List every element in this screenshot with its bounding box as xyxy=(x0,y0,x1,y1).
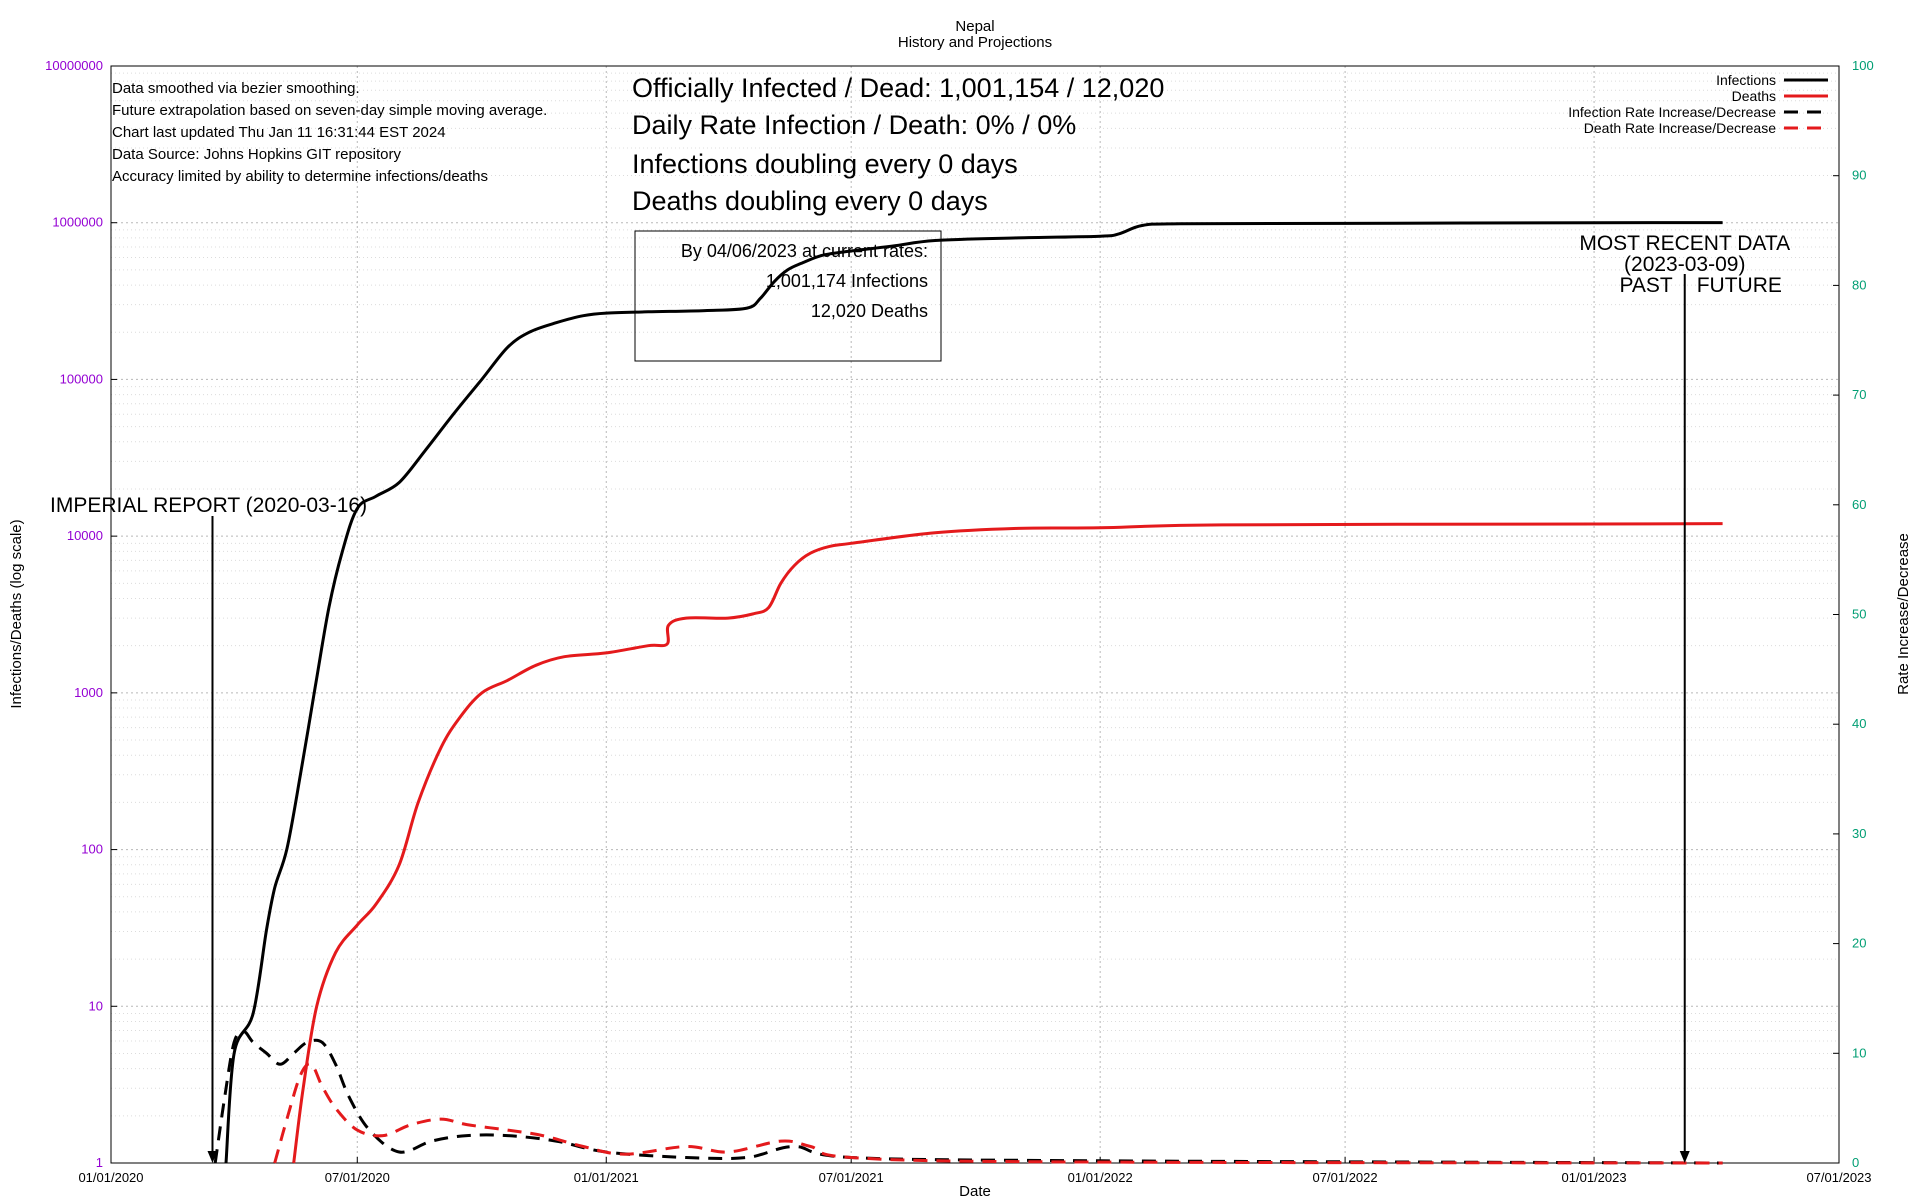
y-tick-label: 1000000 xyxy=(52,215,103,230)
y2-tick-label: 40 xyxy=(1852,716,1866,731)
x-tick-label: 07/01/2020 xyxy=(325,1170,390,1185)
imperial-report-arrowhead xyxy=(207,1151,218,1163)
legend-entry-label: Deaths xyxy=(1732,88,1776,104)
recent-data-date-label: (2023-03-09) xyxy=(1624,253,1745,276)
recent-data-arrowhead xyxy=(1679,1151,1690,1163)
y-tick-label: 10000000 xyxy=(45,58,103,73)
projection-line: 12,020 Deaths xyxy=(811,301,928,321)
y-tick-label: 10 xyxy=(89,998,103,1013)
y-tick-label: 10000 xyxy=(67,528,103,543)
x-tick-label: 07/01/2021 xyxy=(819,1170,884,1185)
projection-line: By 04/06/2023 at current rates: xyxy=(681,241,928,261)
y-axis-label: Infections/Deaths (log scale) xyxy=(8,519,25,708)
recent-data-label: MOST RECENT DATA xyxy=(1579,232,1790,255)
series-layer xyxy=(213,221,1723,1165)
chart-title: Nepal xyxy=(955,18,994,35)
y2-axis-label: Rate Increase/Decrease xyxy=(1895,533,1912,695)
y-tick-label: 100 xyxy=(81,842,103,857)
projection-box: By 04/06/2023 at current rates: 1,001,17… xyxy=(634,230,942,362)
x-tick-label: 07/01/2023 xyxy=(1806,1170,1871,1185)
y-tick-label: 1 xyxy=(96,1155,103,1170)
y-tick-labels: 1 10 100 1000 10000 100000 1000000 10000000 xyxy=(45,58,117,1170)
y2-tick-label: 0 xyxy=(1852,1155,1859,1170)
y2-tick-label: 10 xyxy=(1852,1045,1866,1060)
legend-entry-label: Infection Rate Increase/Decrease xyxy=(1568,104,1776,120)
projection-box-frame xyxy=(634,230,942,362)
y2-tick-label: 80 xyxy=(1852,277,1866,292)
y2-tick-label: 20 xyxy=(1852,936,1866,951)
past-label: PAST xyxy=(1619,274,1672,297)
y2-tick-label: 60 xyxy=(1852,497,1866,512)
series-line-4 xyxy=(273,1062,1723,1165)
legend-entry-label: Infections xyxy=(1716,72,1776,88)
info-line: Accuracy limited by ability to determine… xyxy=(112,168,488,185)
chart-subtitle: History and Projections xyxy=(898,34,1052,51)
series-line-3 xyxy=(213,1029,1723,1165)
y2-tick-label: 70 xyxy=(1852,387,1866,402)
x-axis-label: Date xyxy=(959,1183,991,1200)
future-label: FUTURE xyxy=(1697,274,1782,297)
stats-line: Officially Infected / Dead: 1,001,154 / … xyxy=(632,73,1164,103)
marker-annotations: IMPERIAL REPORT (2020-03-16) MOST RECENT… xyxy=(50,232,1790,1163)
x-tick-label: 01/01/2023 xyxy=(1562,1170,1627,1185)
series-line-2 xyxy=(292,522,1723,1164)
stats-line: Deaths doubling every 0 days xyxy=(632,186,988,216)
y2-tick-label: 90 xyxy=(1852,168,1866,183)
y-tick-label: 100000 xyxy=(60,371,103,386)
y-tick-label: 1000 xyxy=(74,685,103,700)
y2-tick-label: 50 xyxy=(1852,607,1866,622)
y2-tick-label: 30 xyxy=(1852,826,1866,841)
imperial-report-label: IMPERIAL REPORT (2020-03-16) xyxy=(50,494,367,517)
info-line: Data smoothed via bezier smoothing. xyxy=(112,80,360,97)
y2-tick-labels: 0 10 20 30 40 50 60 70 80 90 100 xyxy=(1833,58,1874,1170)
y2-tick-label: 100 xyxy=(1852,58,1874,73)
series-line-1 xyxy=(224,221,1723,1164)
grid-layer xyxy=(110,66,1840,1164)
stats-text-block: Officially Infected / Dead: 1,001,154 / … xyxy=(632,73,1164,216)
x-tick-labels: 01/01/2020 07/01/2020 01/01/2021 07/01/2021… xyxy=(78,1157,1872,1185)
projection-line: 1,001,174 Infections xyxy=(766,271,928,291)
info-line: Data Source: Johns Hopkins GIT repositor… xyxy=(112,146,402,163)
legend-entry-label: Death Rate Increase/Decrease xyxy=(1584,120,1776,136)
x-tick-label: 01/01/2020 xyxy=(78,1170,143,1185)
info-line: Future extrapolation based on seven-day … xyxy=(112,102,547,119)
info-text-block: Data smoothed via bezier smoothing. Futu… xyxy=(112,80,547,185)
stats-line: Infections doubling every 0 days xyxy=(632,149,1018,179)
stats-line: Daily Rate Infection / Death: 0% / 0% xyxy=(632,110,1076,140)
x-tick-label: 07/01/2022 xyxy=(1313,1170,1378,1185)
x-tick-label: 01/01/2022 xyxy=(1068,1170,1133,1185)
plot-frame xyxy=(110,65,1840,1164)
info-line: Chart last updated Thu Jan 11 16:31:44 E… xyxy=(112,124,446,141)
x-tick-label: 01/01/2021 xyxy=(574,1170,639,1185)
